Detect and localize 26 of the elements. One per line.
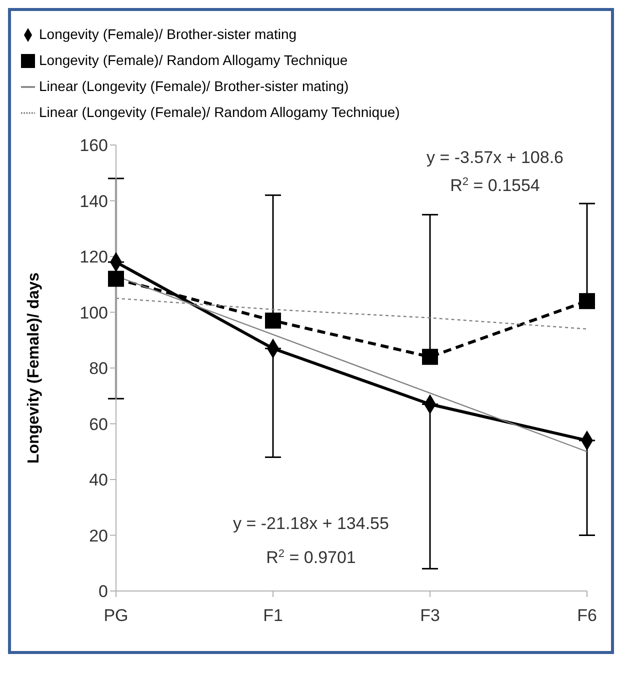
y-tick-label: 60 bbox=[89, 414, 108, 434]
annotation: y = -21.18x + 134.55 bbox=[233, 514, 389, 533]
x-tick-label: F6 bbox=[577, 606, 597, 626]
legend-label: Linear (Longevity (Female)/ Random Allogamy Technique) bbox=[39, 104, 400, 120]
y-tick-label: 140 bbox=[80, 192, 108, 211]
y-axis-title: Longevity (Female)/ days bbox=[26, 272, 43, 464]
point bbox=[579, 293, 595, 310]
point bbox=[108, 270, 124, 287]
legend-label: Longevity (Female)/ Random Allogamy Technique bbox=[39, 52, 348, 68]
point bbox=[422, 348, 438, 365]
annotation: R$^{2}$ = 0.1554 bbox=[450, 176, 540, 195]
x-tick-label: F3 bbox=[420, 606, 440, 626]
y-tick-label: 160 bbox=[80, 136, 108, 156]
x-tick-label: PG bbox=[104, 606, 128, 626]
annotation: R$^{2}$ = 0.9701 bbox=[266, 548, 356, 567]
y-tick-label: 100 bbox=[80, 303, 108, 322]
legend-label: Linear (Longevity (Female)/ Brother-sister mating) bbox=[39, 78, 349, 94]
y-tick-label: 0 bbox=[98, 582, 108, 602]
y-tick-label: 120 bbox=[80, 248, 108, 267]
x-tick-label: F1 bbox=[263, 606, 283, 626]
y-tick-label: 40 bbox=[89, 470, 108, 490]
point bbox=[265, 312, 281, 329]
annotation: y = -3.57x + 108.6 bbox=[426, 148, 564, 167]
legend-label: Longevity (Female)/ Brother-sister mating bbox=[39, 26, 297, 42]
y-tick-label: 80 bbox=[89, 359, 108, 378]
y-tick-label: 20 bbox=[89, 526, 108, 546]
